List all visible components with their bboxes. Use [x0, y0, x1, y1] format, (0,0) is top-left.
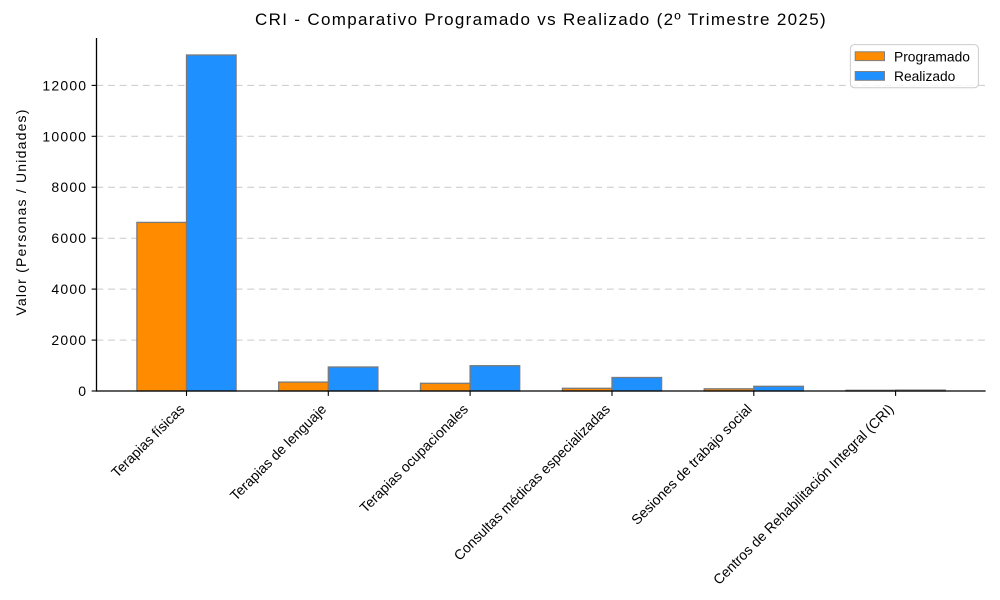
svg-text:Programado: Programado — [894, 49, 970, 64]
svg-text:6000: 6000 — [51, 230, 87, 246]
svg-text:4000: 4000 — [51, 281, 87, 297]
svg-text:12000: 12000 — [42, 77, 87, 93]
svg-text:0: 0 — [78, 383, 87, 399]
svg-text:CRI - Comparativo Programado v: CRI - Comparativo Programado vs Realizad… — [255, 10, 827, 29]
svg-text:Realizado: Realizado — [894, 69, 956, 84]
svg-text:10000: 10000 — [42, 128, 87, 144]
svg-text:8000: 8000 — [51, 179, 87, 195]
svg-text:2000: 2000 — [51, 332, 87, 348]
svg-text:Valor (Personas / Unidades): Valor (Personas / Unidades) — [13, 108, 29, 315]
